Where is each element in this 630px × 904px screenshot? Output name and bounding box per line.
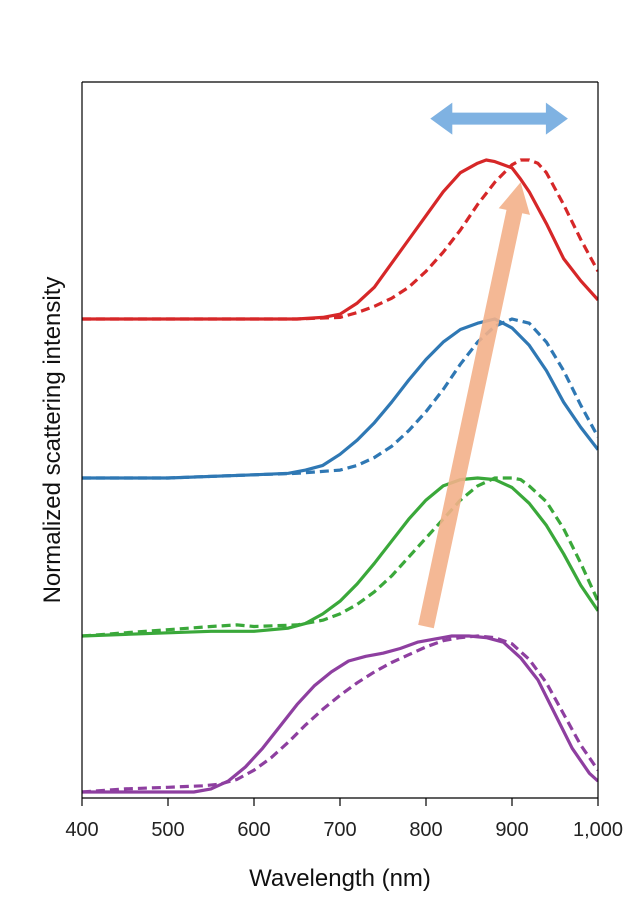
series-line-2-dashed (82, 476, 598, 638)
series-line-2-solid (82, 476, 598, 638)
x-tick-label: 600 (237, 819, 270, 841)
series-line-3-solid (82, 634, 598, 794)
x-tick-label: 800 (409, 819, 442, 841)
series-layer (82, 158, 598, 794)
series-line-1-dashed (82, 317, 598, 480)
x-tick-label: 700 (323, 819, 356, 841)
x-tick-label: 400 (65, 819, 98, 841)
x-axis-title: Wavelength (nm) (249, 865, 431, 892)
peak-shift-double-arrow (430, 102, 568, 135)
y-axis-title: Normalized scattering intensity (39, 277, 66, 604)
series-line-3-dashed (82, 634, 598, 794)
trend-arrow (418, 182, 530, 629)
axis-layer: 400 500 600 700 800 900 1,000 (65, 81, 623, 841)
x-tick-label: 500 (151, 819, 184, 841)
x-tick-label: 900 (495, 819, 528, 841)
x-tick-label: 1,000 (573, 819, 623, 841)
arrow-layer (418, 182, 530, 629)
series-line-1-solid (82, 317, 598, 480)
series-line-0-dashed (82, 158, 598, 321)
series-line-0-solid (82, 158, 598, 321)
annotation-layer (430, 102, 568, 135)
